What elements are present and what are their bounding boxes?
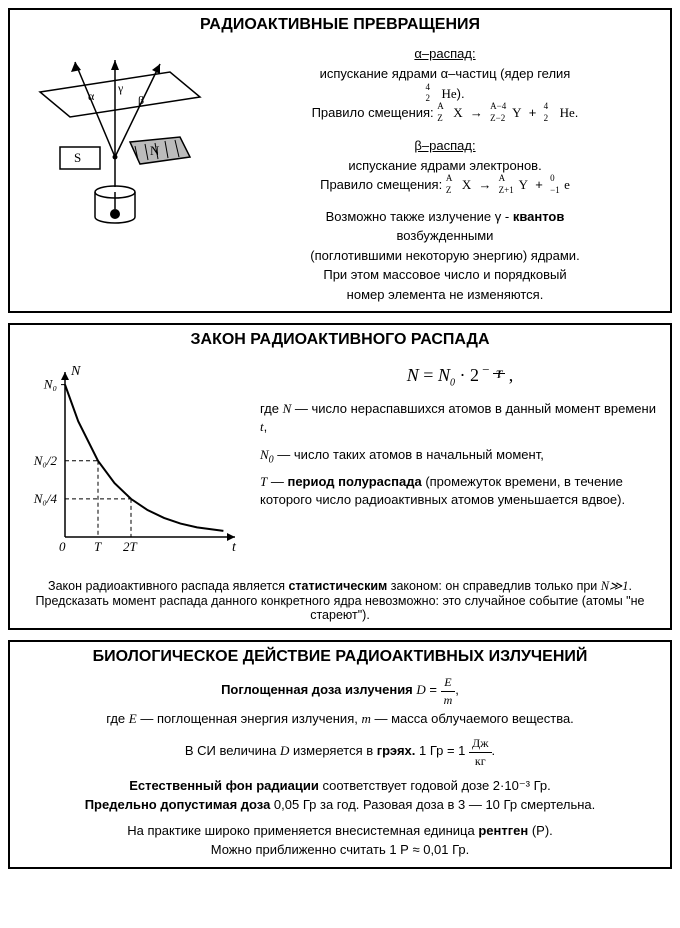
svg-text:β: β bbox=[138, 93, 144, 107]
panel-decay-law: ЗАКОН РАДИОАКТИВНОГО РАСПАДА N₀ N₀/2 N₀/4 0… bbox=[8, 323, 672, 630]
panel1-text: α–распад: испускание ядрами α–частиц (яд… bbox=[230, 42, 660, 305]
panel3-title: БИОЛОГИЧЕСКОЕ ДЕЙСТВИЕ РАДИОАКТИВНЫХ ИЗЛ… bbox=[20, 648, 660, 666]
svg-text:T: T bbox=[94, 539, 102, 554]
beta-rule: Правило смещения: AZX → AZ+1Y + 0−1e bbox=[230, 176, 660, 194]
panel1-title: РАДИОАКТИВНЫЕ ПРЕВРАЩЕНИЯ bbox=[20, 16, 660, 34]
p3-l1: Поглощенная доза излучения D = Em, bbox=[20, 674, 660, 707]
panel2-footnote: Закон радиоактивного распада является ст… bbox=[20, 578, 660, 622]
svg-text:N₀/4: N₀/4 bbox=[33, 491, 58, 506]
def-N: где N — число нераспавшихся атомов в дан… bbox=[260, 400, 660, 435]
decay-diagram: α γ β S N bbox=[20, 42, 220, 245]
gamma-l1: Возможно также излучение γ - квантов bbox=[230, 208, 660, 226]
gamma-l3: (поглотившими некоторую энергию) ядрами. bbox=[230, 247, 660, 265]
p3-l5: Предельно допустимая доза 0,05 Гр за год… bbox=[20, 796, 660, 814]
decay-formula: N = N0 · 2 − t T , bbox=[260, 365, 660, 386]
p3-l6: На практике широко применяется внесистем… bbox=[20, 822, 660, 840]
svg-text:S: S bbox=[74, 150, 81, 165]
p3-l4: Естественный фон радиации соответствует … bbox=[20, 777, 660, 795]
def-T: T — период полураспада (промежуток време… bbox=[260, 473, 660, 508]
panel2-title: ЗАКОН РАДИОАКТИВНОГО РАСПАДА bbox=[20, 331, 660, 349]
panel2-row: N₀ N₀/2 N₀/4 0 T 2T t N N = N0 · 2 − t T , где … bbox=[20, 357, 660, 570]
svg-text:t: t bbox=[232, 540, 237, 555]
svg-text:N₀: N₀ bbox=[43, 377, 57, 392]
p3-l2: где E — поглощенная энергия излучения, m… bbox=[20, 710, 660, 728]
p3-l7: Можно приближенно считать 1 Р ≈ 0,01 Гр. bbox=[20, 841, 660, 859]
alpha-heading: α–распад: bbox=[230, 46, 660, 61]
svg-text:γ: γ bbox=[117, 81, 124, 95]
alpha-he: 42He). bbox=[230, 85, 660, 103]
alpha-line1: испускание ядрами α–частиц (ядер гелия bbox=[230, 65, 660, 83]
alpha-l1-text: испускание ядрами α–частиц (ядер гелия bbox=[320, 66, 571, 81]
panel1-row: α γ β S N bbox=[20, 42, 660, 305]
p3-l3: В СИ величина D измеряется в грэях. 1 Гр… bbox=[20, 735, 660, 768]
svg-text:2T: 2T bbox=[123, 539, 138, 554]
def-N0: N0 — число таких атомов в начальный моме… bbox=[260, 446, 660, 464]
svg-text:N: N bbox=[150, 143, 160, 158]
svg-text:N₀/2: N₀/2 bbox=[33, 453, 58, 468]
panel2-text: N = N0 · 2 − t T , где N — число нераспа… bbox=[260, 357, 660, 510]
decay-chart: N₀ N₀/2 N₀/4 0 T 2T t N bbox=[20, 357, 250, 570]
panel-radioactive-transformations: РАДИОАКТИВНЫЕ ПРЕВРАЩЕНИЯ α γ β S bbox=[8, 8, 672, 313]
gamma-l4: При этом массовое число и порядковый bbox=[230, 266, 660, 284]
gamma-l5: номер элемента не изменяются. bbox=[230, 286, 660, 304]
panel-biological-effect: БИОЛОГИЧЕСКОЕ ДЕЙСТВИЕ РАДИОАКТИВНЫХ ИЗЛ… bbox=[8, 640, 672, 868]
gamma-l2: возбужденными bbox=[230, 227, 660, 245]
svg-text:0: 0 bbox=[59, 539, 66, 554]
beta-heading: β–распад: bbox=[230, 138, 660, 153]
alpha-rule: Правило смещения: AZX → A−4Z−2Y + 42He. bbox=[230, 104, 660, 122]
svg-text:N: N bbox=[70, 364, 81, 379]
svg-text:α: α bbox=[88, 89, 95, 103]
